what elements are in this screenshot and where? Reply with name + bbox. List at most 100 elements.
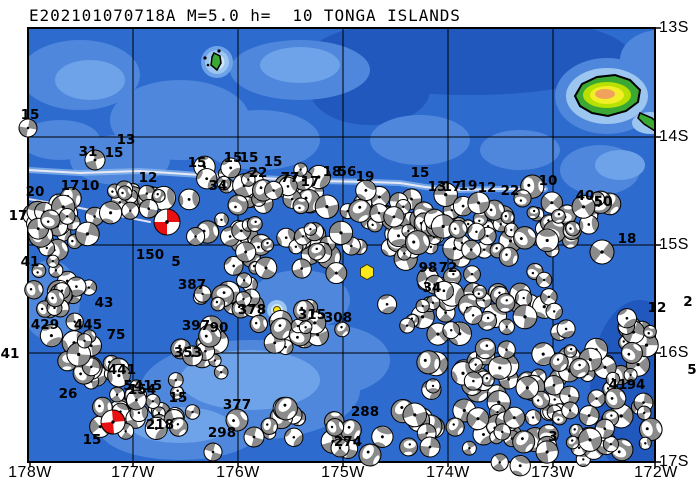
svg-text:150: 150 [136, 247, 164, 263]
focal-mechanism [260, 238, 275, 252]
focal-mechanism [144, 416, 168, 440]
focal-mechanism [467, 191, 490, 215]
focal-mechanism [540, 288, 558, 306]
focal-mechanism [578, 405, 600, 427]
focal-mechanism [293, 299, 315, 322]
svg-text:429: 429 [31, 317, 59, 333]
focal-mechanism [121, 201, 140, 220]
focal-mechanism [563, 344, 578, 358]
focal-mechanism [467, 222, 486, 241]
focal-mechanism [100, 409, 126, 435]
svg-text:298: 298 [208, 425, 236, 441]
svg-text:274: 274 [334, 434, 362, 450]
focal-mechanism [636, 405, 652, 421]
focal-mechanism [468, 357, 483, 372]
svg-text:13: 13 [117, 132, 136, 148]
focal-mechanism [490, 453, 509, 472]
focal-mechanism [66, 342, 91, 367]
focal-mechanism [214, 212, 229, 228]
svg-text:41: 41 [609, 377, 628, 393]
focal-mechanism [474, 337, 497, 360]
focal-mechanism [307, 242, 326, 261]
focal-mechanism [223, 255, 244, 276]
focal-mechanism [293, 162, 308, 177]
svg-text:34: 34 [209, 178, 228, 194]
focal-mechanism [39, 324, 63, 348]
svg-text:218: 218 [146, 417, 174, 433]
lon-label: 174W [426, 464, 470, 481]
focal-mechanism [31, 263, 47, 279]
focal-mechanism-layer [18, 118, 663, 477]
focal-mechanism [241, 172, 256, 187]
svg-text:26: 26 [59, 386, 78, 402]
svg-text:15: 15 [83, 432, 102, 448]
focal-mechanism [246, 216, 263, 232]
focal-mechanism [498, 246, 519, 267]
event-epicenter-marker [360, 263, 374, 281]
focal-mechanism [40, 209, 61, 230]
focal-mechanism [463, 371, 483, 391]
focal-mechanism [569, 357, 590, 379]
focal-mechanism [549, 352, 569, 372]
focal-mechanism [126, 389, 147, 411]
focal-mechanism [92, 396, 113, 418]
focal-mechanism [292, 197, 310, 215]
focal-mechanism [623, 367, 638, 382]
svg-text:50: 50 [594, 194, 613, 210]
focal-mechanism [445, 417, 465, 437]
focal-mechanism [46, 254, 60, 268]
svg-text:40: 40 [576, 188, 595, 204]
focal-mechanism [168, 417, 189, 437]
lat-label: 16S [659, 344, 689, 361]
focal-mechanism [587, 389, 606, 408]
focal-mechanism [198, 324, 222, 348]
focal-mechanism [371, 425, 394, 448]
focal-mechanism [433, 280, 454, 301]
focal-mechanism [442, 321, 461, 340]
focal-mechanism [589, 239, 615, 265]
focal-mechanism [178, 188, 200, 211]
focal-mechanism [526, 206, 540, 220]
focal-mechanism [531, 342, 556, 366]
focal-mechanism [604, 387, 627, 410]
focal-mechanism [561, 401, 580, 420]
focal-mechanism [284, 427, 304, 447]
focal-mechanism [109, 386, 126, 403]
svg-text:397: 397 [182, 318, 210, 334]
svg-text:445: 445 [74, 317, 102, 333]
focal-mechanism [509, 455, 531, 477]
svg-text:72: 72 [439, 260, 458, 276]
focal-mechanism [24, 280, 44, 300]
svg-text:15: 15 [240, 150, 259, 166]
focal-mechanism [46, 288, 65, 308]
focal-mechanism [328, 220, 354, 246]
focal-mechanism [638, 436, 652, 450]
focal-mechanism [76, 333, 93, 349]
svg-text:5: 5 [123, 378, 132, 394]
svg-text:387: 387 [178, 277, 206, 293]
svg-text:41: 41 [1, 346, 20, 362]
focal-mechanism [227, 194, 249, 216]
focal-mechanism [84, 149, 106, 171]
focal-mechanism [355, 179, 377, 202]
focal-mechanism [210, 296, 226, 312]
focal-mechanism [249, 314, 268, 334]
focal-mechanism [461, 440, 477, 456]
svg-text:94: 94 [627, 377, 646, 393]
svg-text:43: 43 [95, 295, 114, 311]
focal-mechanism [225, 408, 249, 432]
lon-label: 175W [321, 464, 365, 481]
focal-mechanism [416, 350, 441, 375]
svg-text:17: 17 [301, 174, 320, 190]
focal-mechanism [620, 341, 643, 364]
focal-mechanism [203, 442, 223, 462]
svg-text:378: 378 [238, 302, 266, 318]
focal-mechanism [235, 291, 252, 308]
svg-text:34: 34 [423, 280, 442, 296]
focal-mechanism [58, 208, 76, 225]
focal-mechanism [377, 294, 398, 315]
focal-mechanism [182, 345, 203, 367]
svg-text:13: 13 [428, 179, 447, 195]
